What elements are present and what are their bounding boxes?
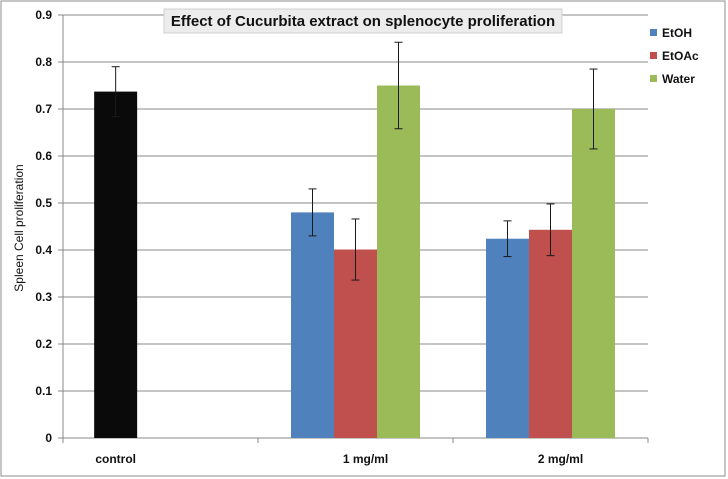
y-tick-label: 0.6	[35, 149, 52, 163]
legend-swatch-water	[650, 75, 657, 82]
bar-water-2	[572, 109, 615, 438]
legend-swatch-etoac	[650, 52, 657, 59]
legend: EtOH EtOAc Water	[650, 26, 699, 86]
y-tick-label: 0.5	[35, 196, 52, 210]
chart-title-group: Effect of Cucurbita extract on splenocyt…	[163, 8, 563, 34]
bar-etoac-1	[334, 249, 377, 438]
y-tick-label: 0.4	[35, 243, 52, 257]
y-tick-label: 0.3	[35, 290, 52, 304]
chart-title-box	[163, 8, 563, 34]
legend-label: EtOAc	[662, 49, 699, 63]
y-tick-label: 0.7	[35, 102, 52, 116]
bar-etoac-2	[529, 229, 572, 438]
y-tick-label: 0.2	[35, 337, 52, 351]
x-category-label: 2 mg/ml	[538, 452, 583, 466]
x-category-label: control	[95, 452, 136, 466]
y-tick-label: 0	[45, 431, 52, 445]
error-bars	[111, 41, 598, 281]
chart-title: Effect of Cucurbita extract on splenocyt…	[171, 13, 555, 30]
bar-water-1	[377, 85, 420, 438]
axis-labels: 0 0.1 0.2 0.3 0.4 0.5 0.6 0.7 0.8 0.9 control 1 mg/…	[35, 8, 583, 466]
legend-label: Water	[662, 72, 695, 86]
bars	[94, 85, 615, 439]
legend-swatch-etoh	[650, 29, 657, 36]
legend-label: EtOH	[662, 26, 692, 40]
y-tick-label: 0.9	[35, 8, 52, 22]
x-category-label: 1 mg/ml	[343, 452, 388, 466]
bar-etoh-2	[486, 238, 529, 438]
y-axis-label: Spleen Cell proliferation	[12, 164, 26, 291]
y-tick-label: 0.1	[35, 384, 52, 398]
y-tick-label: 0.8	[35, 55, 52, 69]
bar-control	[94, 91, 138, 439]
bar-etoh-1	[291, 212, 334, 438]
